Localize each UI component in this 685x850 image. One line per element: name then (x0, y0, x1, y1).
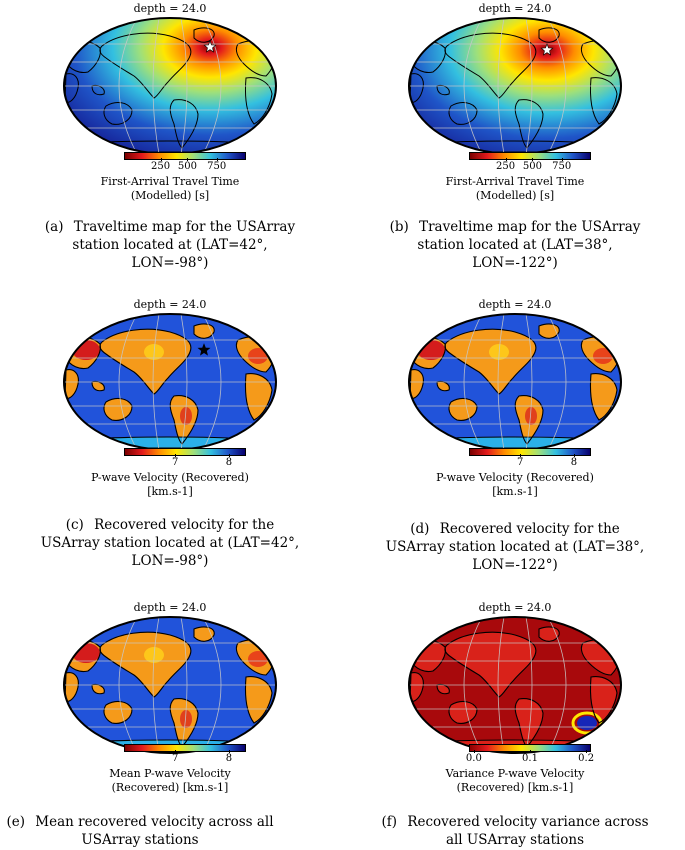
caption-line: USArray stations (81, 832, 199, 848)
figure-caption: (e) Mean recovered velocity across all U… (0, 813, 310, 849)
colorbar-tick: 500 (177, 161, 197, 172)
colorbar-tick: 750 (207, 161, 227, 172)
caption-line: Recovered velocity for the (94, 517, 275, 533)
colorbar (124, 448, 246, 456)
colorbar-label-line: (Modelled) [s] (130, 189, 210, 202)
colorbar (124, 744, 246, 752)
colorbar-label: First-Arrival Travel Time (Modelled) [s] (0, 175, 340, 203)
velocity-map (63, 616, 277, 754)
figure-panel-b: depth = 24.0 250 500 750 First-Arrival T… (345, 0, 685, 272)
caption-letter: (a) (44, 219, 64, 235)
colorbar-label-line: (Modelled) [s] (475, 189, 555, 202)
colorbar-tick: 500 (522, 161, 542, 172)
caption-line: LON=-98°) (131, 255, 209, 271)
colorbar (469, 152, 591, 160)
colorbar-tick: 7 (517, 457, 524, 468)
colorbar-label-line: P-wave Velocity (Recovered) (91, 471, 249, 484)
colorbar-tick: 0.2 (578, 753, 595, 764)
caption-line: station located at (LAT=42°, (72, 237, 268, 253)
colorbar-label-line: [km.s-1] (147, 485, 193, 498)
colorbar-tick: 7 (172, 457, 179, 468)
colorbar-ticks: 7 8 (469, 454, 591, 471)
caption-line: LON=-98°) (131, 553, 209, 569)
colorbar-label: First-Arrival Travel Time (Modelled) [s] (345, 175, 685, 203)
colorbar-ticks: 250 500 750 (469, 158, 591, 175)
caption-letter: (d) (410, 521, 430, 537)
depth-label: depth = 24.0 (133, 2, 207, 15)
figure-caption: (c) Recovered velocity for the USArray s… (0, 516, 340, 570)
colorbar-label: P-wave Velocity (Recovered) [km.s-1] (345, 471, 685, 499)
velocity-map (408, 313, 622, 451)
colorbar (124, 152, 246, 160)
depth-label: depth = 24.0 (478, 601, 552, 614)
colorbar-label-line: [km.s-1] (492, 485, 538, 498)
figure-caption: (a) Traveltime map for the USArray stati… (0, 218, 340, 272)
colorbar-label: Mean P-wave Velocity (Recovered) [km.s-1… (0, 767, 340, 795)
caption-line: all USArray stations (445, 832, 585, 848)
figure-panel-c: depth = 24.0 7 8 P-wave Velocity (Recove… (0, 296, 340, 576)
velocity-map (63, 313, 277, 451)
colorbar-tick: 8 (225, 753, 233, 764)
colorbar-tick: 250 (496, 161, 516, 172)
caption-letter: (e) (6, 814, 25, 830)
colorbar-tick: 8 (570, 457, 578, 468)
caption-letter: (c) (65, 517, 84, 533)
traveltime-map (63, 17, 277, 155)
colorbar-label-line: Variance P-wave Velocity (445, 767, 585, 780)
colorbar-ticks: 250 500 750 (124, 158, 246, 175)
depth-label: depth = 24.0 (478, 298, 552, 311)
caption-line: Mean recovered velocity across all (35, 814, 274, 830)
figure-panel-e: depth = 24.0 7 8 Mean P-wave Velocity (R… (0, 599, 340, 850)
colorbar-label-line: Mean P-wave Velocity (109, 767, 231, 780)
figure-caption: (f) Recovered velocity variance across a… (345, 813, 685, 849)
colorbar-label-line: First-Arrival Travel Time (445, 175, 585, 188)
figure-panel-d: depth = 24.0 7 8 P-wave Velocity (Recove… (345, 296, 685, 576)
depth-label: depth = 24.0 (133, 601, 207, 614)
colorbar-tick: 750 (552, 161, 572, 172)
colorbar-ticks: 7 8 (124, 750, 246, 767)
caption-line: USArray station located at (LAT=38°, (385, 539, 645, 555)
caption-line: station located at (LAT=38°, (417, 237, 613, 253)
caption-line: Recovered velocity variance across (407, 814, 649, 830)
caption-line: LON=-122°) (472, 557, 558, 573)
colorbar-tick: 8 (225, 457, 233, 468)
colorbar-label: Variance P-wave Velocity (Recovered) [km… (345, 767, 685, 795)
colorbar-tick: 0.0 (465, 753, 482, 764)
star-icon (540, 43, 554, 56)
depth-label: depth = 24.0 (133, 298, 207, 311)
figure-panel-f: depth = 24.0 0.0 0.1 0.2 Variance P-wave… (345, 599, 685, 850)
colorbar-label-line: First-Arrival Travel Time (100, 175, 240, 188)
colorbar-ticks: 0.0 0.1 0.2 (465, 750, 595, 767)
figure-caption: (d) Recovered velocity for the USArray s… (345, 520, 685, 574)
caption-letter: (b) (389, 219, 409, 235)
caption-line: Recovered velocity for the (439, 521, 620, 537)
traveltime-map (408, 17, 622, 155)
depth-label: depth = 24.0 (478, 2, 552, 15)
caption-line: USArray station located at (LAT=42°, (40, 535, 300, 551)
colorbar (469, 448, 591, 456)
caption-line: Traveltime map for the USArray (419, 219, 641, 235)
star-icon (197, 343, 211, 356)
figure-caption: (b) Traveltime map for the USArray stati… (345, 218, 685, 272)
colorbar-label: P-wave Velocity (Recovered) [km.s-1] (0, 471, 340, 499)
colorbar-tick: 0.1 (522, 753, 538, 764)
star-icon (203, 40, 217, 53)
colorbar-ticks: 7 8 (124, 454, 246, 471)
figure-panel-a: depth = 24.0 250 500 750 First-Arrival T… (0, 0, 340, 272)
caption-line: LON=-122°) (472, 255, 558, 271)
colorbar-label-line: P-wave Velocity (Recovered) (436, 471, 594, 484)
colorbar-label-line: (Recovered) [km.s-1] (456, 781, 574, 794)
caption-line: Traveltime map for the USArray (73, 219, 296, 235)
caption-letter: (f) (381, 814, 398, 830)
colorbar-tick: 250 (151, 161, 171, 172)
variance-map (408, 616, 622, 754)
colorbar-tick: 7 (172, 753, 179, 764)
colorbar-label-line: (Recovered) [km.s-1] (111, 781, 229, 794)
